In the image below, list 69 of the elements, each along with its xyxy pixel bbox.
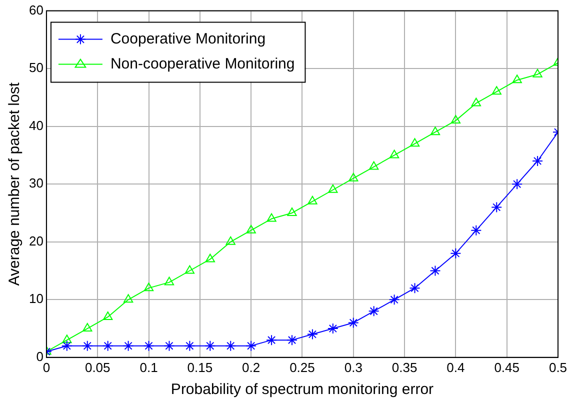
point xyxy=(82,340,93,352)
x-tick-label: 0.2 xyxy=(242,360,260,375)
x-tick-label: 0.25 xyxy=(290,360,315,375)
point xyxy=(286,334,298,346)
point xyxy=(430,126,440,136)
point xyxy=(82,323,92,332)
point xyxy=(369,161,379,170)
point xyxy=(143,340,154,352)
point xyxy=(492,86,502,95)
point xyxy=(389,150,400,158)
y-tick-label: 50 xyxy=(28,60,44,76)
point xyxy=(532,155,544,166)
point xyxy=(409,282,420,294)
point xyxy=(287,207,297,216)
point xyxy=(204,340,216,352)
point xyxy=(122,340,134,352)
point xyxy=(225,340,236,352)
point xyxy=(103,311,113,320)
legend-label: Cooperative Monitoring xyxy=(110,30,266,48)
point xyxy=(246,340,257,352)
legend-label: Non-cooperative Monitoring xyxy=(110,55,295,72)
x-tick-label: 0.05 xyxy=(84,360,110,375)
point xyxy=(450,115,461,124)
point xyxy=(450,248,462,259)
y-tick-label: 60 xyxy=(28,2,44,18)
point xyxy=(246,224,256,234)
point xyxy=(348,172,358,182)
point xyxy=(226,236,236,245)
point xyxy=(470,224,482,236)
point xyxy=(184,265,195,274)
y-tick-label: 40 xyxy=(28,118,44,133)
point xyxy=(388,294,400,306)
point xyxy=(368,306,380,317)
x-tick-label: 0.45 xyxy=(494,360,520,375)
point xyxy=(410,138,420,147)
point xyxy=(532,68,542,78)
y-axis-title: Average number of packet lost xyxy=(6,82,24,286)
point xyxy=(62,334,72,344)
point xyxy=(512,178,523,190)
x-tick-label: 0.3 xyxy=(344,360,362,375)
point xyxy=(471,98,481,106)
point xyxy=(61,340,72,352)
y-tick-label: 0 xyxy=(36,348,44,364)
point xyxy=(491,202,502,213)
point xyxy=(308,196,318,204)
point xyxy=(512,74,522,84)
y-tick-label: 30 xyxy=(28,176,44,191)
point xyxy=(327,323,338,334)
point xyxy=(144,282,154,292)
x-tick-label: 0.15 xyxy=(187,360,213,375)
y-tick-label: 20 xyxy=(28,233,44,248)
point xyxy=(328,184,338,193)
point xyxy=(184,340,196,352)
x-tick-label: 0.35 xyxy=(392,360,418,375)
point xyxy=(348,317,359,328)
x-axis-title: Probability of spectrum monitoring error xyxy=(170,381,434,398)
point xyxy=(430,265,441,276)
point xyxy=(102,340,114,352)
y-tick-label: 10 xyxy=(28,291,44,306)
point xyxy=(164,340,175,352)
point xyxy=(205,254,215,262)
point xyxy=(306,328,318,340)
x-tick-label: 0.5 xyxy=(548,360,568,375)
point xyxy=(164,276,174,286)
point xyxy=(266,213,276,222)
x-tick-label: 0.4 xyxy=(446,360,465,375)
point xyxy=(266,334,278,346)
point xyxy=(123,294,134,303)
x-tick-label: 0.1 xyxy=(140,360,158,375)
